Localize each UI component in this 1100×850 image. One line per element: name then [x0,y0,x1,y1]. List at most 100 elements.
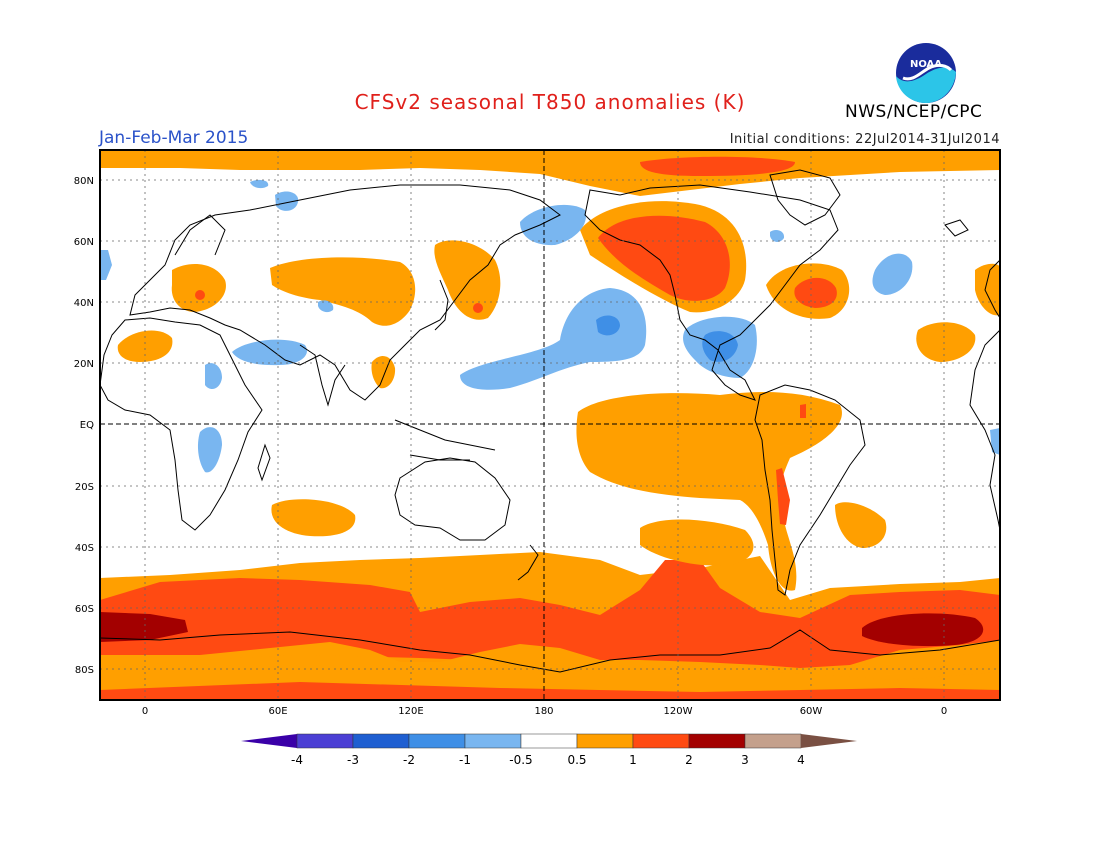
arctic-strong-warm-region [640,156,795,176]
antarctica-coastline [100,629,1000,673]
map-title: CFSv2 seasonal T850 anomalies (K) [354,90,746,114]
africa-coastline-east-edge [969,329,1000,531]
noaa-logo-text: NOAA [910,59,942,70]
madagascar-coastline [257,443,271,482]
lon-label: 60E [268,706,287,717]
iceland-coastline [944,219,969,237]
lat-label: 40N [74,298,94,309]
lon-label: 120E [398,706,423,717]
lat-label: EQ [80,420,94,431]
lat-label: 20N [74,359,94,370]
japan-coastline [434,279,449,331]
india-coastline [299,344,346,407]
lon-label: 180 [534,706,553,717]
southern-ocean-extreme-warm-west [100,612,188,642]
east-asia-warm-region [434,240,501,320]
lat-label: 80N [74,176,94,187]
lat-label: 80S [75,665,94,676]
colorbar-swatch [744,733,802,749]
bering-sea-cool-region [520,204,586,246]
alaska-strong-warm-region [598,215,730,301]
arabia-cool-region [232,339,308,366]
andes-strong-warm-streak [776,468,790,525]
southern-ocean-strong-warm-region [100,560,1000,668]
europe-strong-warm-spot [195,290,205,300]
lat-label: 20S [75,482,94,493]
amazon-strong-warm-spot [800,404,806,418]
new-zealand-coastline [517,544,539,581]
central-asia-cool-spot [318,300,334,313]
colorbar-label: 4 [797,753,805,767]
latitude-labels: 80N 60N 40N 20N EQ 20S 40S 60S 80S [74,176,94,676]
south-indian-ocean-warm-region [271,499,356,537]
colorbar-swatch [464,733,522,749]
colorbar-swatch [352,733,410,749]
colorbar-label: 3 [741,753,749,767]
eurasia-coastline [129,184,561,401]
siberia-cool-region [275,191,299,211]
lat-label: 60N [74,237,94,248]
scandinavia-coastline [174,214,226,256]
sahara-cool-region [205,363,222,390]
colorbar-swatch [576,733,634,749]
longitude-labels: 0 60E 120E 180 120W 60W 0 [142,706,947,717]
coastlines [100,169,1000,673]
north-america-coastline [584,184,839,401]
plot-frame [99,149,1001,701]
north-pacific-cool-core [596,315,620,336]
southeast-pacific-warm-region [640,519,754,566]
equator-dateline [100,150,1000,700]
colorbar-swatch [688,733,746,749]
initial-conditions: Initial conditions: 22Jul2014-31Jul2014 [729,132,1000,147]
lat-label: 60S [75,604,94,615]
lon-label: 0 [142,706,148,717]
east-asia-strong-warm-spot [473,303,483,313]
colorbar-swatch [520,733,578,749]
colorbar-label: 1 [629,753,637,767]
south-china-warm-region [371,356,396,389]
lon-label: 60W [800,706,823,717]
colorbar-label: -4 [291,753,303,767]
colorbar: -4 -3 -2 -1 -0.5 0.5 1 2 3 4 [241,733,857,767]
west-europe-coastline-east [984,259,1000,319]
colorbar-label: 0.5 [567,753,586,767]
gridlines [100,150,1000,700]
tropical-pacific-warm-region [576,392,842,591]
north-pacific-cool-region [460,288,647,390]
africa-coastline [100,317,263,531]
south-atlantic-warm-region [835,502,887,548]
west-siberia-cool-region [250,179,269,189]
noaa-logo-icon: NOAA [896,43,956,103]
colorbar-swatch [408,733,466,749]
colorbar-left-arrow [241,734,297,748]
colorbar-label: -2 [403,753,415,767]
lon-label: 120W [664,706,693,717]
north-atlantic-cool-region [872,253,913,295]
colorbar-label: -0.5 [509,753,532,767]
northwest-atlantic-strong-warm-region [794,277,837,308]
forecast-period: Jan-Feb-Mar 2015 [99,128,249,148]
lat-label: 40S [75,543,94,554]
southern-ocean-extreme-warm-east [862,613,984,647]
colorbar-swatch [296,733,354,749]
central-asia-warm-region [270,257,416,326]
colorbar-label: -3 [347,753,359,767]
greenland-coastline [769,169,841,226]
australia-coastline [394,457,511,541]
antarctic-strong-warm-south [100,682,1000,700]
agency-label: NWS/NCEP/CPC [845,102,983,122]
canada-cool-region [770,230,785,242]
east-africa-cool-region [197,427,222,473]
iberia-warm-region [975,263,1000,316]
colorbar-swatch [632,733,690,749]
north-africa-warm-region [117,330,173,362]
anomaly-field [100,150,1000,700]
east-atlantic-warm-region [916,322,976,362]
europe-warm-region [171,264,226,312]
south-america-coastline [754,384,866,596]
lon-label: 0 [941,706,947,717]
gulf-of-mexico-cool-core [702,331,738,362]
colorbar-right-arrow [801,734,857,748]
colorbar-label: -1 [459,753,471,767]
